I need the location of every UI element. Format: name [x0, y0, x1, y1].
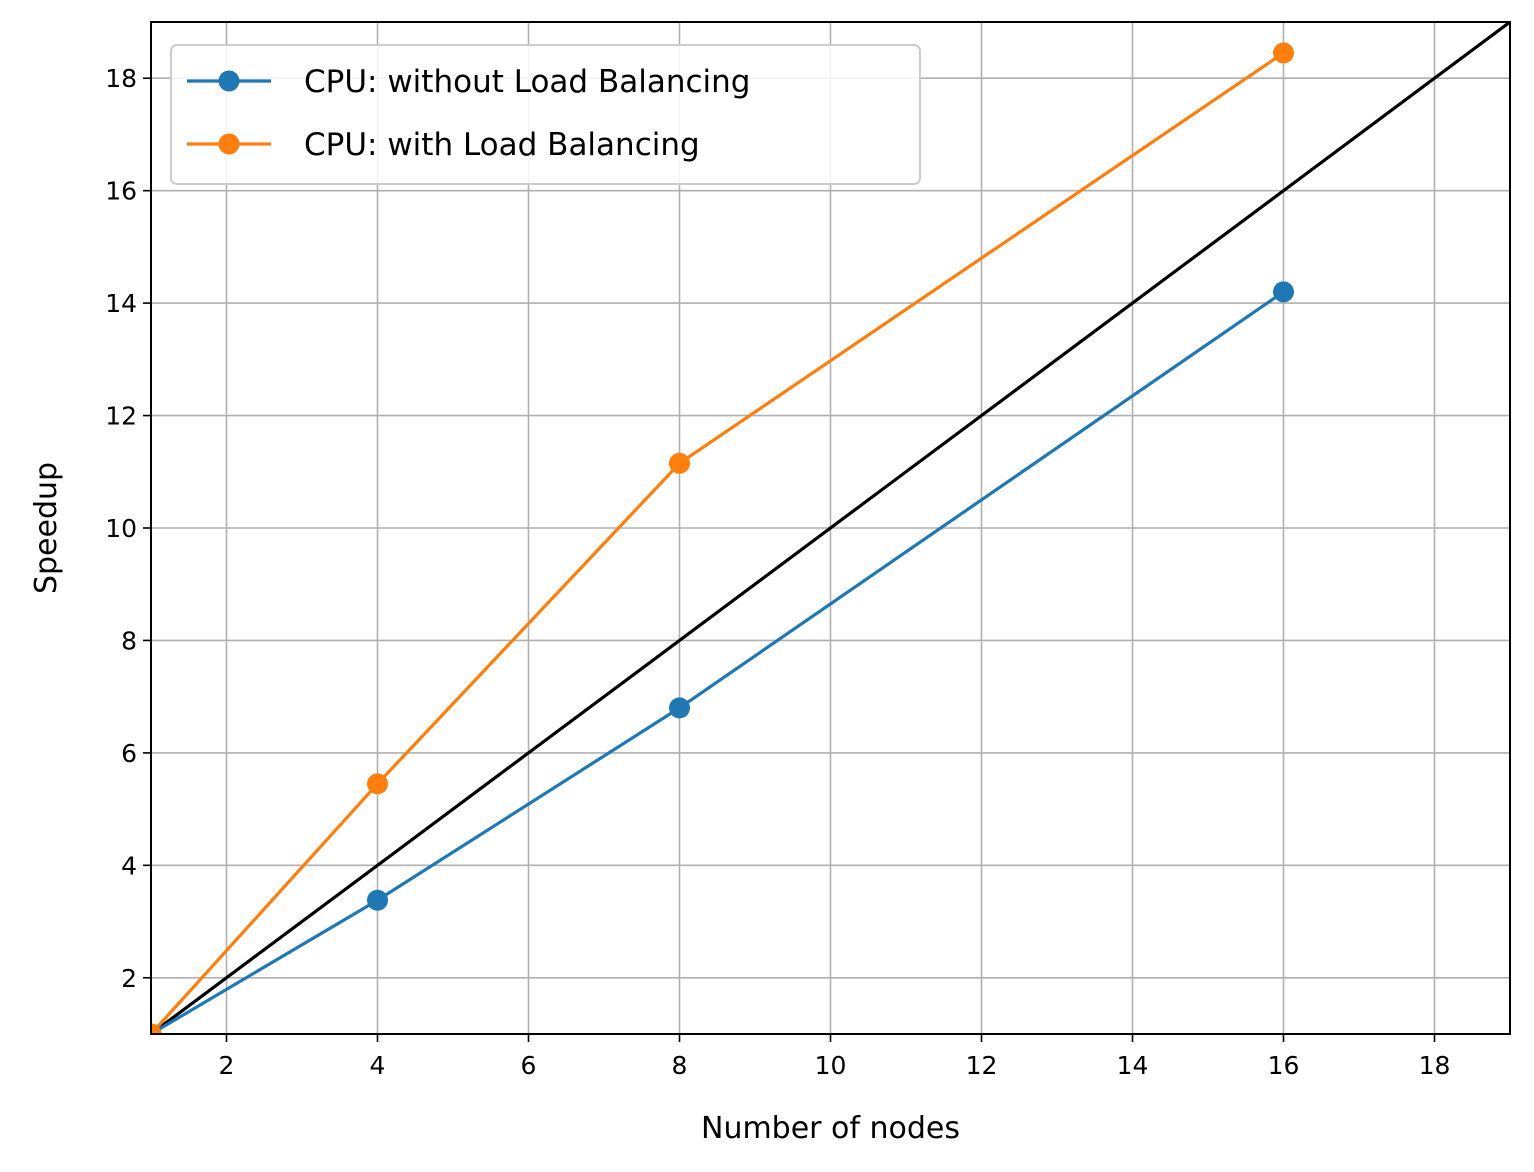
series-0-point	[1273, 281, 1294, 303]
x-tick-label: 18	[1419, 1051, 1451, 1080]
y-tick-label: 16	[105, 177, 137, 206]
y-tick-label: 14	[105, 289, 137, 318]
x-tick-label: 10	[815, 1051, 847, 1080]
x-axis-title: Number of nodes	[701, 1111, 960, 1146]
series-line-0	[151, 290, 1285, 1034]
axis-ticks: 2 4 6 8 10 12 14 16 18 2 4 6 8 10 12 14 16 18	[105, 64, 1450, 1080]
x-tick-label: 12	[966, 1051, 998, 1080]
y-tick-label: 18	[105, 64, 137, 93]
series-1-point	[151, 1023, 162, 1034]
legend: CPU: without Load Balancing CPU: with Loa…	[170, 44, 921, 185]
legend-label-1: CPU: with Load Balancing	[304, 127, 700, 163]
legend-marker-0	[218, 70, 240, 92]
series-line-1	[151, 51, 1285, 1034]
y-tick-label: 10	[105, 514, 137, 543]
plot-lines	[151, 22, 1510, 1034]
y-axis-title: Speedup	[29, 462, 64, 594]
legend-label-0: CPU: without Load Balancing	[304, 64, 750, 100]
series-0-point	[669, 697, 690, 719]
x-tick-label: 14	[1117, 1051, 1149, 1080]
x-tick-label: 8	[672, 1051, 688, 1080]
legend-marker-1	[218, 133, 240, 155]
x-tick-label: 2	[219, 1051, 235, 1080]
series-0-point	[367, 889, 388, 911]
series-1-point	[1273, 42, 1294, 64]
x-tick-label: 16	[1268, 1051, 1300, 1080]
legend-box	[170, 44, 921, 185]
y-tick-label: 12	[105, 402, 137, 431]
series-1-point	[669, 452, 690, 474]
ideal-speedup-line	[151, 22, 1510, 1034]
y-tick-label: 8	[121, 626, 137, 655]
y-tick-label: 4	[121, 851, 137, 880]
x-tick-label: 4	[370, 1051, 386, 1080]
y-tick-label: 2	[121, 964, 137, 993]
series-1-point	[367, 773, 388, 795]
x-tick-label: 6	[521, 1051, 537, 1080]
y-tick-label: 6	[121, 739, 137, 768]
